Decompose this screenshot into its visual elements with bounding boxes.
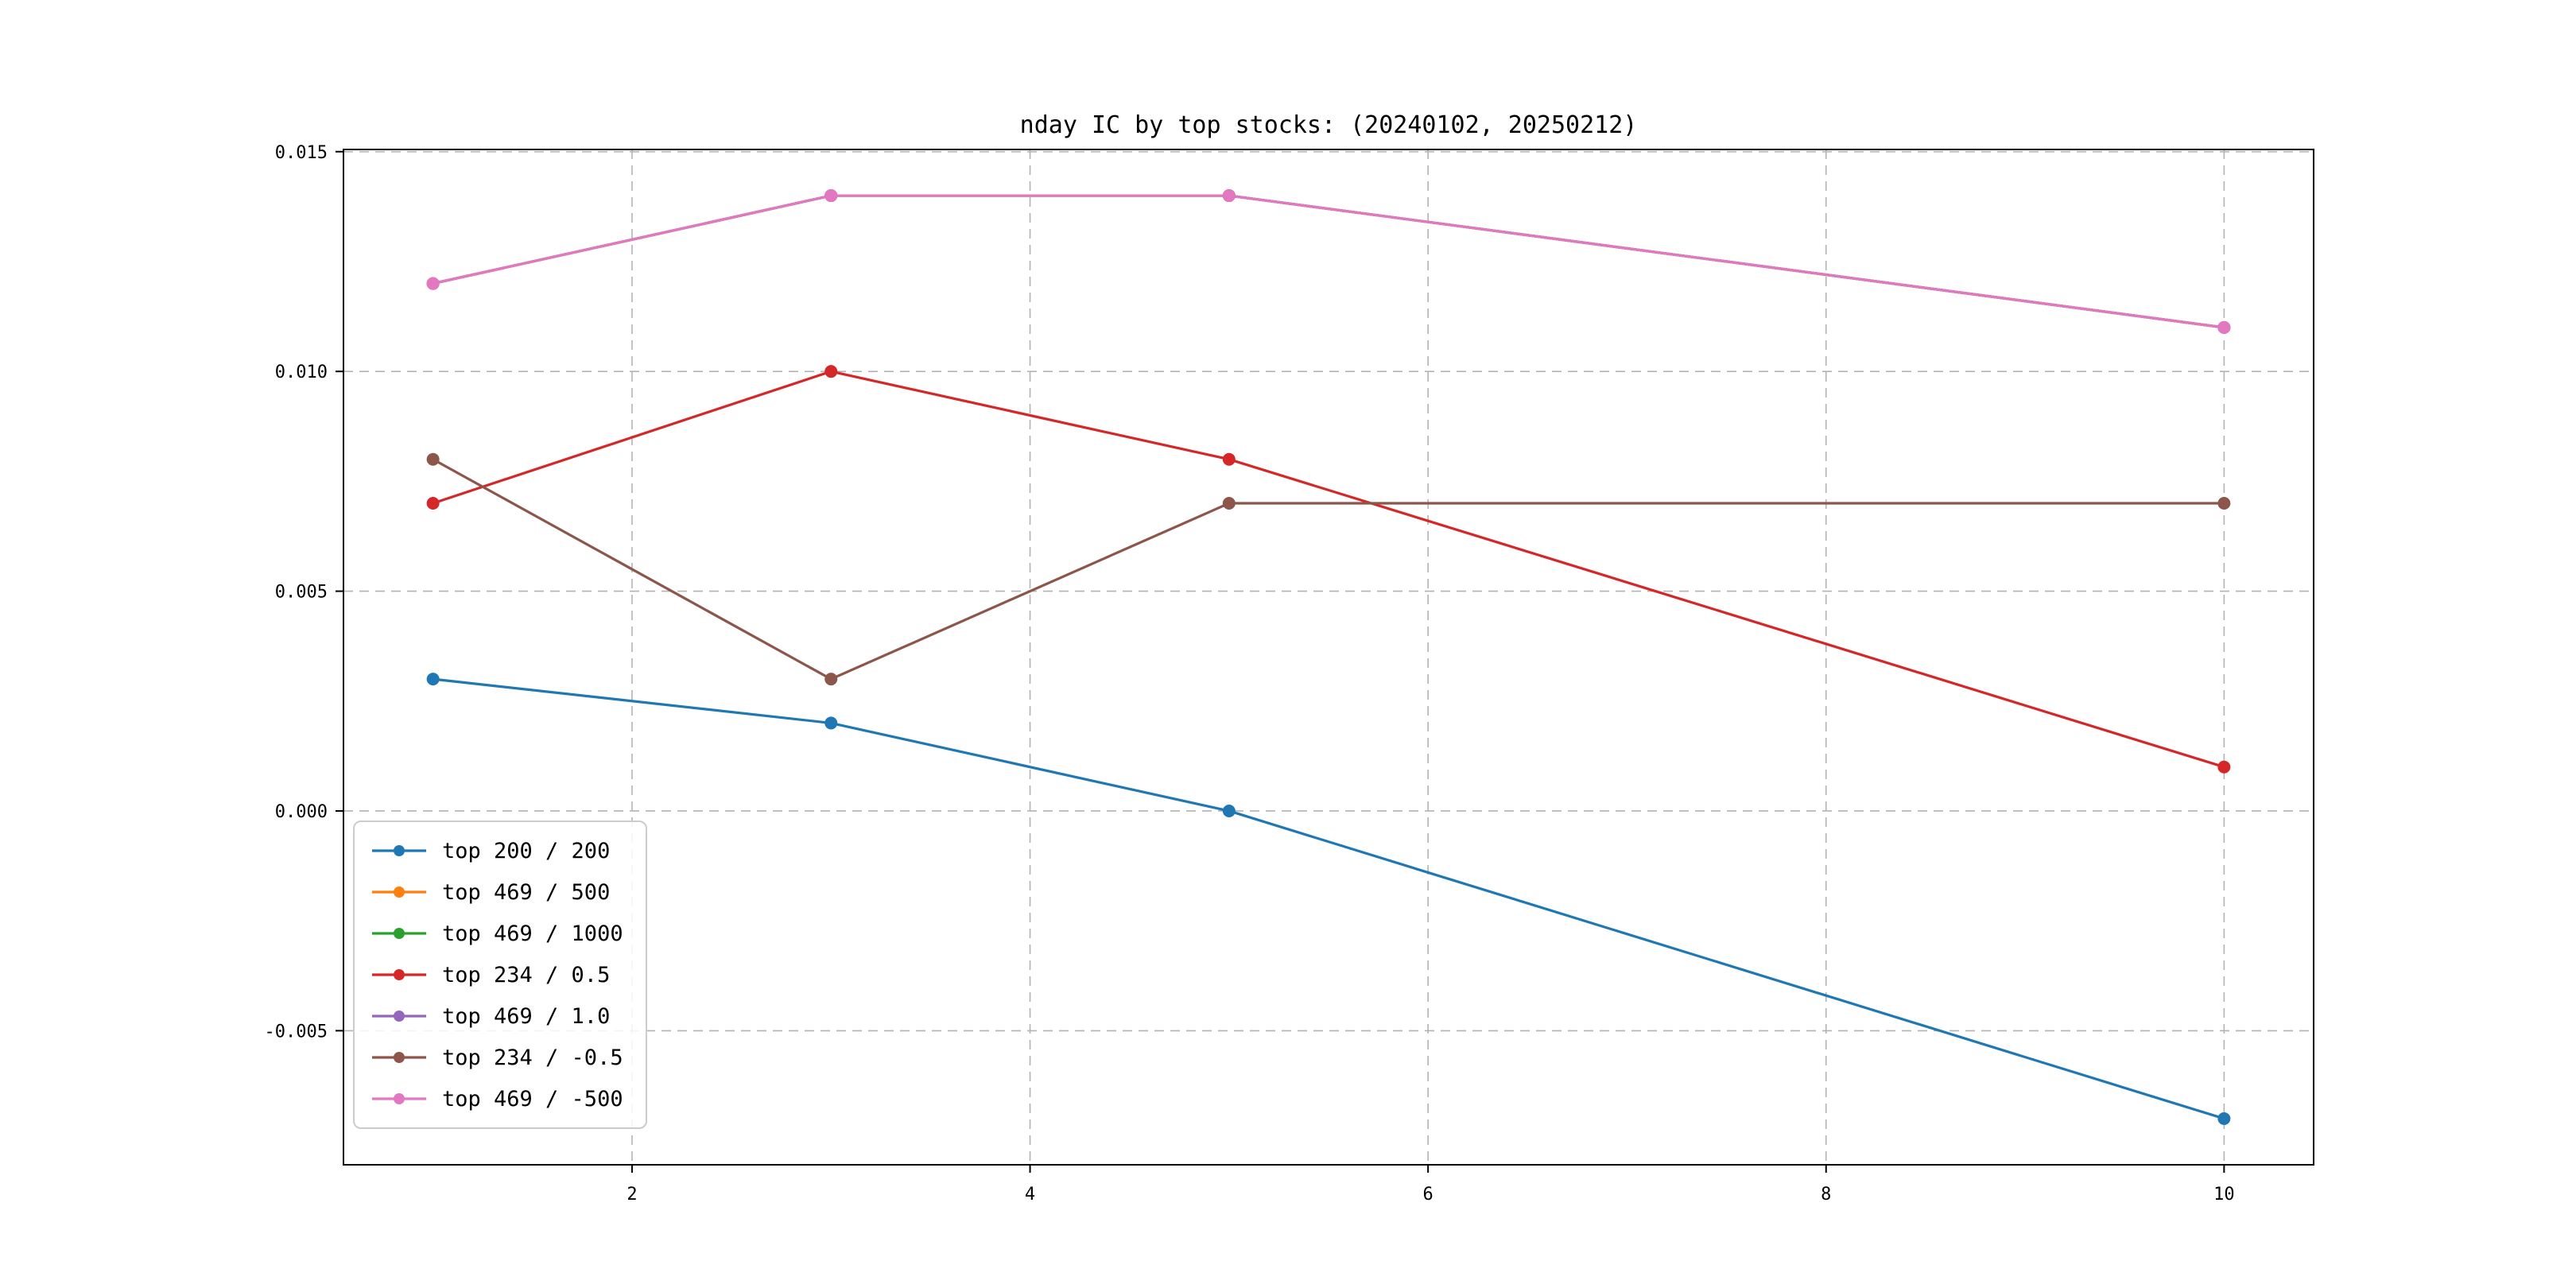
data-point-marker bbox=[824, 673, 838, 686]
legend-item: top 200 / 200 bbox=[370, 833, 623, 868]
y-tick-label: -0.005 bbox=[265, 1022, 328, 1042]
legend-line-sample bbox=[372, 1052, 426, 1063]
series-line bbox=[433, 194, 2225, 329]
legend-label: top 200 / 200 bbox=[442, 838, 611, 863]
series-line bbox=[433, 194, 2225, 329]
legend-label: top 469 / 1000 bbox=[442, 921, 623, 946]
tick-labels: 2 4 6 8 10 -0.005 0.000 0.005 0.010 0.015 bbox=[265, 143, 2235, 1205]
legend-line-sample bbox=[372, 928, 426, 939]
legend-line-sample bbox=[372, 969, 426, 980]
legend-label: top 234 / 0.5 bbox=[442, 962, 611, 987]
x-tick-label: 2 bbox=[627, 1185, 637, 1205]
series-line bbox=[433, 194, 2225, 329]
legend-label: top 469 / -500 bbox=[442, 1086, 623, 1111]
series-line bbox=[433, 370, 2225, 769]
series-line bbox=[433, 677, 2225, 1120]
x-tick-label: 4 bbox=[1025, 1185, 1035, 1205]
series-line bbox=[432, 458, 2225, 681]
y-tick-label: 0.010 bbox=[275, 363, 328, 382]
data-point-marker bbox=[2217, 1111, 2231, 1125]
legend-item: top 234 / -0.5 bbox=[370, 1040, 623, 1075]
data-point-marker bbox=[1222, 497, 1236, 510]
x-tick-label: 6 bbox=[1423, 1185, 1433, 1205]
y-tick-label: 0.000 bbox=[275, 802, 328, 822]
legend-label: top 234 / -0.5 bbox=[442, 1045, 623, 1070]
legend-line-sample bbox=[372, 1093, 426, 1104]
data-point-marker bbox=[426, 497, 440, 510]
data-point-marker bbox=[824, 365, 838, 378]
data-point-marker bbox=[426, 452, 440, 466]
legend-line-sample bbox=[372, 1011, 426, 1022]
legend-line-sample bbox=[372, 845, 426, 856]
legend-line-sample bbox=[372, 886, 426, 898]
data-point-marker bbox=[1222, 804, 1236, 817]
series-line bbox=[433, 194, 2225, 329]
legend-label: top 469 / 1.0 bbox=[442, 1003, 611, 1029]
legend-item: top 469 / 500 bbox=[370, 875, 623, 910]
legend-item: top 469 / -500 bbox=[370, 1081, 623, 1116]
legend-item: top 469 / 1.0 bbox=[370, 999, 623, 1034]
legend: top 200 / 200 top 469 / 500 top 469 / 1000… bbox=[353, 821, 647, 1129]
chart-title: nday IC by top stocks: (20240102, 202502… bbox=[1019, 111, 1638, 139]
data-point-marker bbox=[2217, 320, 2231, 334]
data-point-marker bbox=[426, 673, 440, 686]
data-point-marker bbox=[426, 277, 440, 290]
x-tick-label: 8 bbox=[1821, 1185, 1831, 1205]
y-tick-label: 0.015 bbox=[275, 143, 328, 163]
data-point-marker bbox=[824, 716, 838, 730]
legend-label: top 469 / 500 bbox=[442, 879, 611, 905]
data-point-marker bbox=[1222, 189, 1236, 203]
legend-item: top 469 / 1000 bbox=[370, 916, 623, 951]
data-point-marker bbox=[1222, 452, 1236, 466]
x-tick-label: 10 bbox=[2213, 1185, 2235, 1205]
data-point-marker bbox=[824, 189, 838, 203]
data-point-marker bbox=[2217, 497, 2231, 510]
y-tick-label: 0.005 bbox=[275, 583, 328, 603]
legend-item: top 234 / 0.5 bbox=[370, 957, 623, 992]
ticks bbox=[336, 150, 2225, 1173]
data-point-marker bbox=[2217, 760, 2231, 774]
series-lines bbox=[426, 189, 2231, 1125]
axes-border bbox=[343, 149, 2314, 1166]
